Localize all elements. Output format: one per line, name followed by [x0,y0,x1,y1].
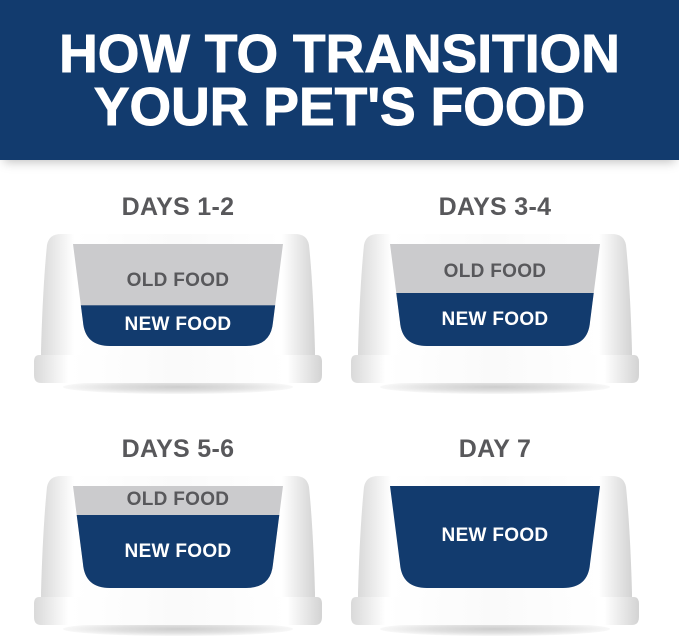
svg-text:NEW FOOD: NEW FOOD [125,314,232,335]
svg-text:OLD FOOD: OLD FOOD [127,270,230,291]
svg-text:NEW FOOD: NEW FOOD [125,541,232,562]
svg-text:OLD FOOD: OLD FOOD [444,261,547,282]
svg-text:NEW FOOD: NEW FOOD [442,309,549,330]
svg-text:NEW FOOD: NEW FOOD [442,525,549,546]
svg-text:OLD FOOD: OLD FOOD [127,489,230,510]
